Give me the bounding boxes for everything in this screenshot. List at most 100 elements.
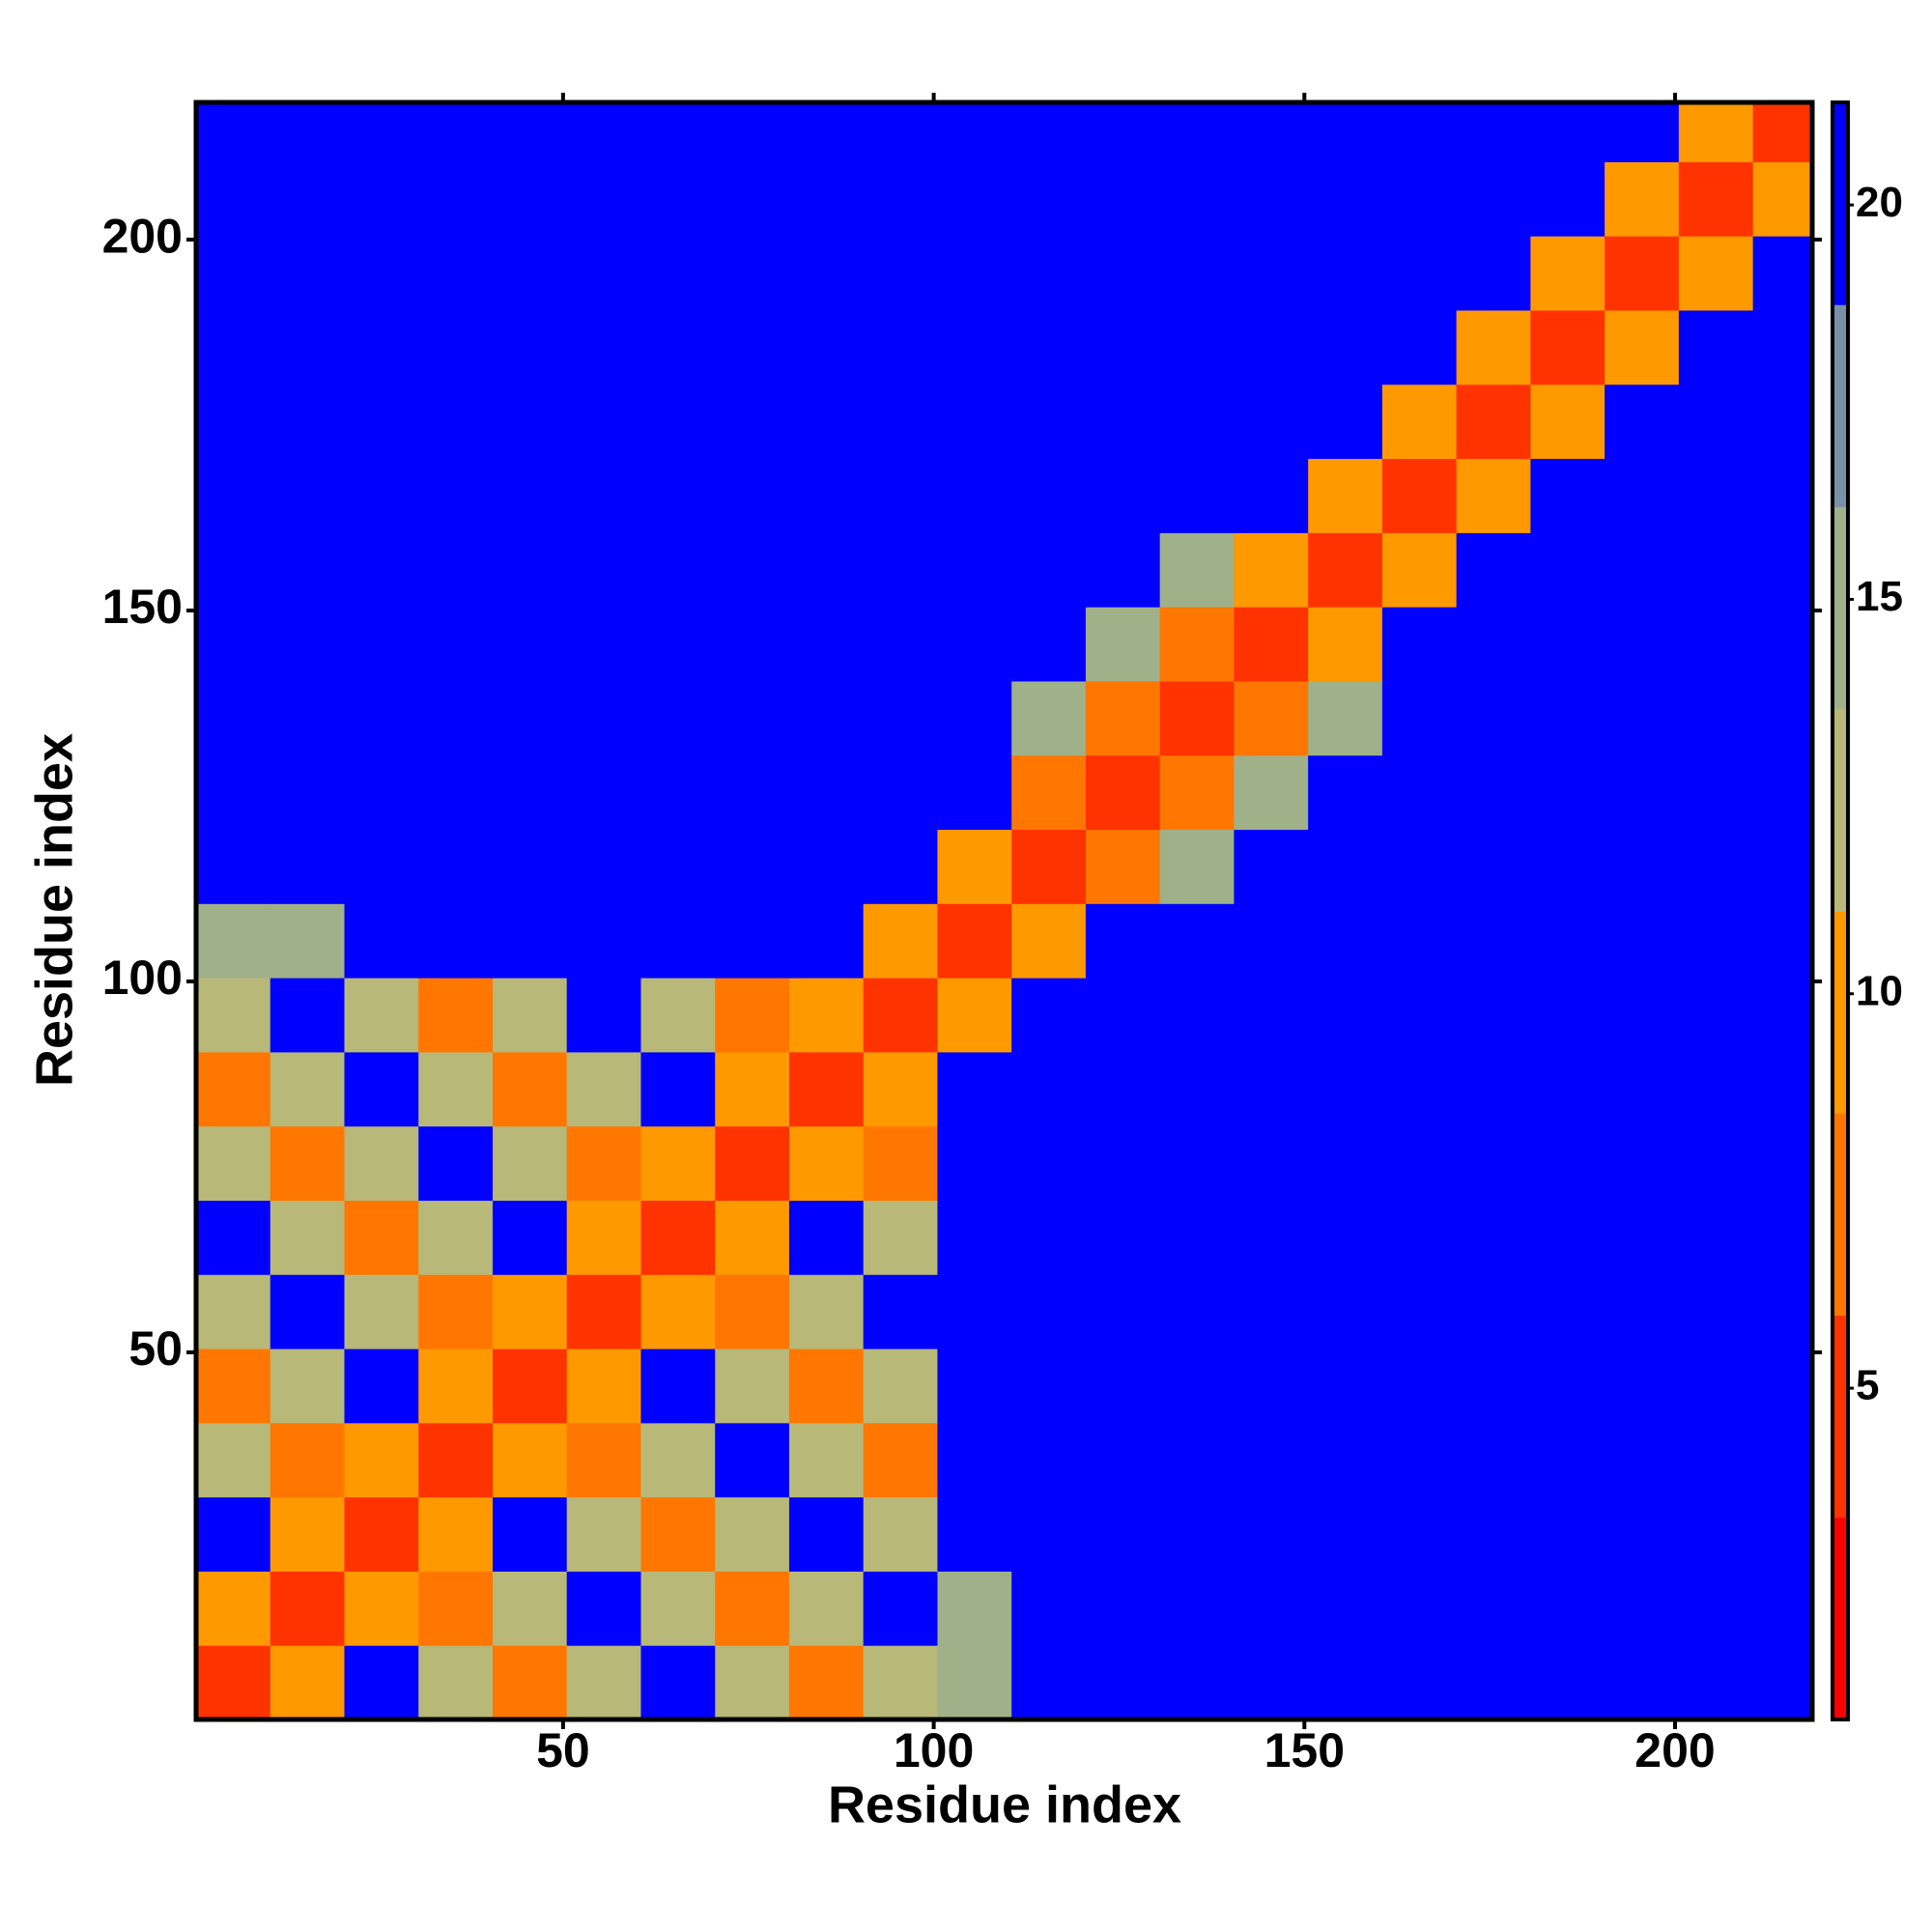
heatmap-cell — [1159, 384, 1235, 460]
heatmap-cell — [1605, 903, 1680, 979]
heatmap-cell — [1085, 102, 1161, 162]
heatmap-cell — [492, 1125, 568, 1201]
heatmap-cell — [1085, 1051, 1161, 1127]
heatmap-cell — [1605, 458, 1680, 533]
heatmap-cell — [566, 1645, 641, 1720]
heatmap-cell — [863, 1051, 938, 1127]
heatmap-cell — [270, 1274, 345, 1350]
heatmap-cell — [1605, 607, 1680, 682]
heatmap-cell — [1085, 1274, 1161, 1350]
heatmap-cell — [937, 680, 1012, 756]
heatmap-cell — [1381, 458, 1458, 533]
heatmap-cell — [196, 384, 271, 460]
heatmap-cell — [196, 829, 271, 904]
heatmap-cell — [1530, 1200, 1605, 1275]
heatmap-cell — [1752, 1274, 1813, 1350]
heatmap-cell — [937, 102, 1012, 162]
heatmap-cell — [715, 1051, 790, 1127]
heatmap-cell — [1234, 1422, 1309, 1498]
heatmap-cell — [788, 384, 865, 460]
x-tick-label: 200 — [1634, 1723, 1715, 1777]
heatmap-cell — [937, 1349, 1012, 1424]
heatmap-cell — [270, 102, 345, 162]
heatmap-cell — [492, 1422, 568, 1498]
heatmap-cell — [1752, 1349, 1813, 1424]
heatmap-cell — [937, 1645, 1012, 1720]
heatmap-cell — [566, 1496, 641, 1572]
heatmap-cell — [1159, 532, 1235, 608]
heatmap-cell — [196, 236, 271, 311]
heatmap-cell — [1159, 310, 1235, 385]
heatmap-cell — [566, 607, 641, 682]
heatmap-cell — [1085, 1125, 1161, 1201]
heatmap-cell — [863, 1349, 938, 1424]
heatmap-cell — [418, 680, 494, 756]
heatmap-cell — [492, 1571, 568, 1646]
heatmap-cell — [863, 1422, 938, 1498]
heatmap-cell — [196, 607, 271, 682]
heatmap-cell — [1234, 607, 1309, 682]
heatmap-cell — [196, 680, 271, 756]
colorbar-band — [1833, 304, 1848, 507]
heatmap-cell — [640, 236, 716, 311]
colorbar-band — [1833, 1315, 1848, 1519]
heatmap-cell — [640, 607, 716, 682]
heatmap-cell — [788, 903, 865, 979]
heatmap-cell — [863, 1125, 938, 1201]
heatmap-cell — [1085, 161, 1161, 237]
heatmap-cell — [640, 1422, 716, 1498]
heatmap-cell — [1752, 903, 1813, 979]
heatmap-cell — [1234, 978, 1309, 1053]
heatmap-cell — [1308, 1051, 1383, 1127]
heatmap-cell — [1308, 1571, 1383, 1646]
heatmap-cell — [566, 680, 641, 756]
heatmap-cell — [715, 1349, 790, 1424]
heatmap-cell — [1456, 978, 1531, 1053]
colorbar-tick-label: 15 — [1856, 573, 1903, 620]
heatmap-cell — [1678, 1571, 1754, 1646]
heatmap-cell — [1234, 1274, 1309, 1350]
heatmap-cell — [715, 102, 790, 162]
heatmap-cell — [640, 532, 716, 608]
heatmap-cell — [418, 607, 494, 682]
heatmap-cell — [1530, 978, 1605, 1053]
heatmap-cell — [863, 1645, 938, 1720]
heatmap-cell — [1159, 1051, 1235, 1127]
heatmap-cell — [1678, 978, 1754, 1053]
heatmap-cell — [1159, 1274, 1235, 1350]
heatmap-cell — [566, 458, 641, 533]
heatmap-cell — [788, 829, 865, 904]
heatmap-cell — [492, 384, 568, 460]
heatmap-cell — [1308, 607, 1383, 682]
y-axis-title: Residue index — [25, 733, 83, 1087]
heatmap-cell — [492, 903, 568, 979]
heatmap-cell — [863, 680, 938, 756]
heatmap-cell — [788, 161, 865, 237]
heatmap-cell — [1678, 310, 1754, 385]
heatmap-cell — [418, 102, 494, 162]
heatmap-cell — [640, 978, 716, 1053]
heatmap-cell — [418, 1125, 494, 1201]
heatmap-cell — [863, 384, 938, 460]
heatmap-cell — [1234, 384, 1309, 460]
heatmap-cell — [1159, 1200, 1235, 1275]
heatmap-cell — [566, 754, 641, 831]
heatmap-cell — [640, 458, 716, 533]
heatmap-cell — [1011, 754, 1087, 831]
heatmap-cell — [492, 754, 568, 831]
heatmap-cell — [492, 1349, 568, 1424]
heatmap-cell — [1456, 532, 1531, 608]
heatmap-cell — [566, 1051, 641, 1127]
heatmap-cell — [270, 458, 345, 533]
heatmap-cell — [1085, 829, 1161, 904]
heatmap-cell — [1308, 102, 1383, 162]
heatmap-cell — [1456, 829, 1531, 904]
heatmap-cell — [1605, 1645, 1680, 1720]
heatmap-cell — [1085, 1200, 1161, 1275]
heatmap-cell — [492, 458, 568, 533]
heatmap-cell — [715, 532, 790, 608]
heatmap-cell — [863, 310, 938, 385]
heatmap-cell — [1605, 829, 1680, 904]
heatmap-cell — [1456, 1496, 1531, 1572]
heatmap-cell — [715, 1200, 790, 1275]
